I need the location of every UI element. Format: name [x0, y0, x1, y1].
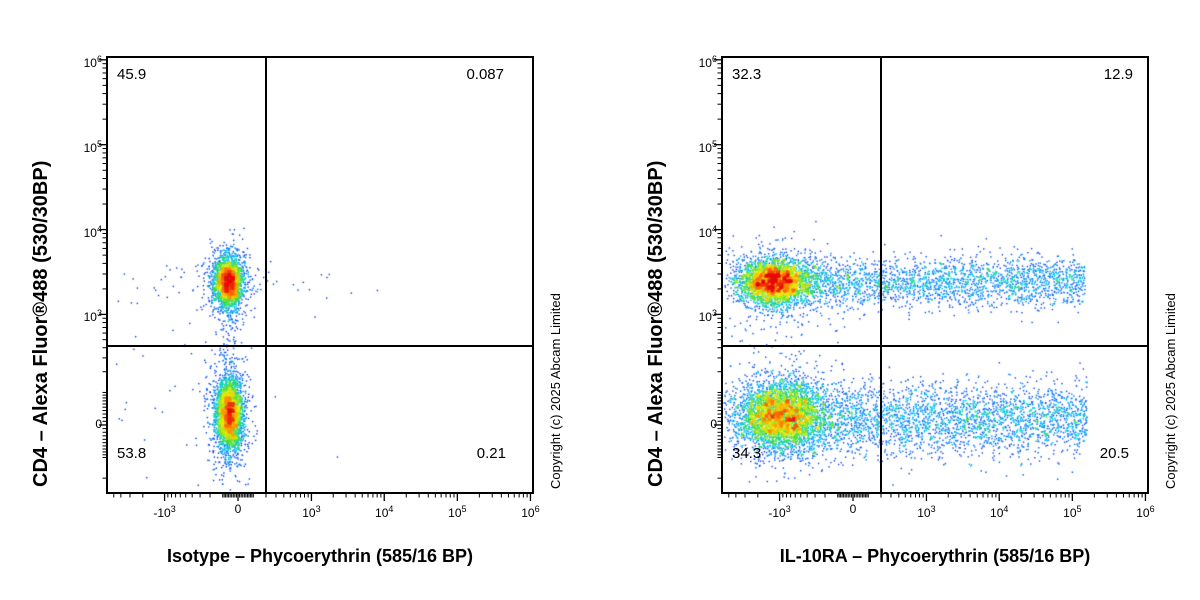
x-axis-label-right: IL-10RA – Phycoerythrin (585/16 BP)	[779, 546, 1091, 566]
x-axis-label-left: Isotype – Phycoerythrin (585/16 BP)	[166, 546, 474, 566]
y-axis-tick-label: 105	[83, 138, 102, 155]
x-axis-tick-label: -103	[768, 504, 791, 520]
y-axis-tick-label: 106	[83, 53, 102, 70]
x-axis-tick-label: 106	[1136, 504, 1155, 520]
x-axis-tick-label: 103	[917, 504, 936, 520]
x-axis-tick-label: -103	[153, 504, 176, 520]
x-axis-tick-label: 0	[849, 502, 857, 516]
plot-area-left: 45.9 0.087 53.8 0.21	[106, 56, 534, 494]
quadrant-percent-bottom-left: 53.8	[117, 445, 147, 462]
copyright-notice-right: Copyright (c) 2025 Abcam Limited	[1163, 293, 1178, 489]
x-axis-tick-label: 103	[302, 504, 321, 520]
quadrant-percent-bottom-right: 0.21	[476, 445, 506, 462]
y-axis-tick-label: 0	[710, 416, 717, 431]
y-axis-tick-label: 104	[698, 223, 717, 240]
x-axis-tick-label: 105	[448, 504, 467, 520]
x-axis-tick-label: 0	[234, 502, 242, 516]
scatter-canvas-left	[108, 58, 532, 492]
y-axis-tick-label: 0	[95, 416, 102, 431]
quadrant-percent-top-left: 45.9	[117, 66, 147, 83]
scatter-canvas-right	[723, 58, 1147, 492]
quadrant-percent-top-right: 12.9	[1103, 66, 1133, 83]
plot-area-right: 32.3 12.9 34.3 20.5	[721, 56, 1149, 494]
y-axis-tick-label: 104	[83, 223, 102, 240]
x-axis-tick-label: 104	[375, 504, 394, 520]
y-axis-tick-label: 103	[698, 308, 717, 325]
quadrant-gate-vertical-left	[264, 58, 267, 492]
quadrant-gate-horizontal-left	[108, 344, 532, 347]
x-axis-tick-label: 104	[990, 504, 1009, 520]
y-axis-tick-label: 106	[698, 53, 717, 70]
x-axis-tick-label: 105	[1063, 504, 1082, 520]
quadrant-percent-top-right: 0.087	[466, 66, 504, 83]
copyright-notice-left: Copyright (c) 2025 Abcam Limited	[548, 293, 563, 489]
quadrant-percent-bottom-right: 20.5	[1099, 445, 1129, 462]
y-axis-tick-label: 105	[698, 138, 717, 155]
x-axis-tick-label: 106	[521, 504, 540, 520]
quadrant-percent-bottom-left: 34.3	[732, 445, 762, 462]
y-axis-tick-label: 103	[83, 308, 102, 325]
quadrant-percent-top-left: 32.3	[732, 66, 762, 83]
quadrant-gate-horizontal-right	[723, 344, 1147, 347]
quadrant-gate-vertical-right	[879, 58, 882, 492]
